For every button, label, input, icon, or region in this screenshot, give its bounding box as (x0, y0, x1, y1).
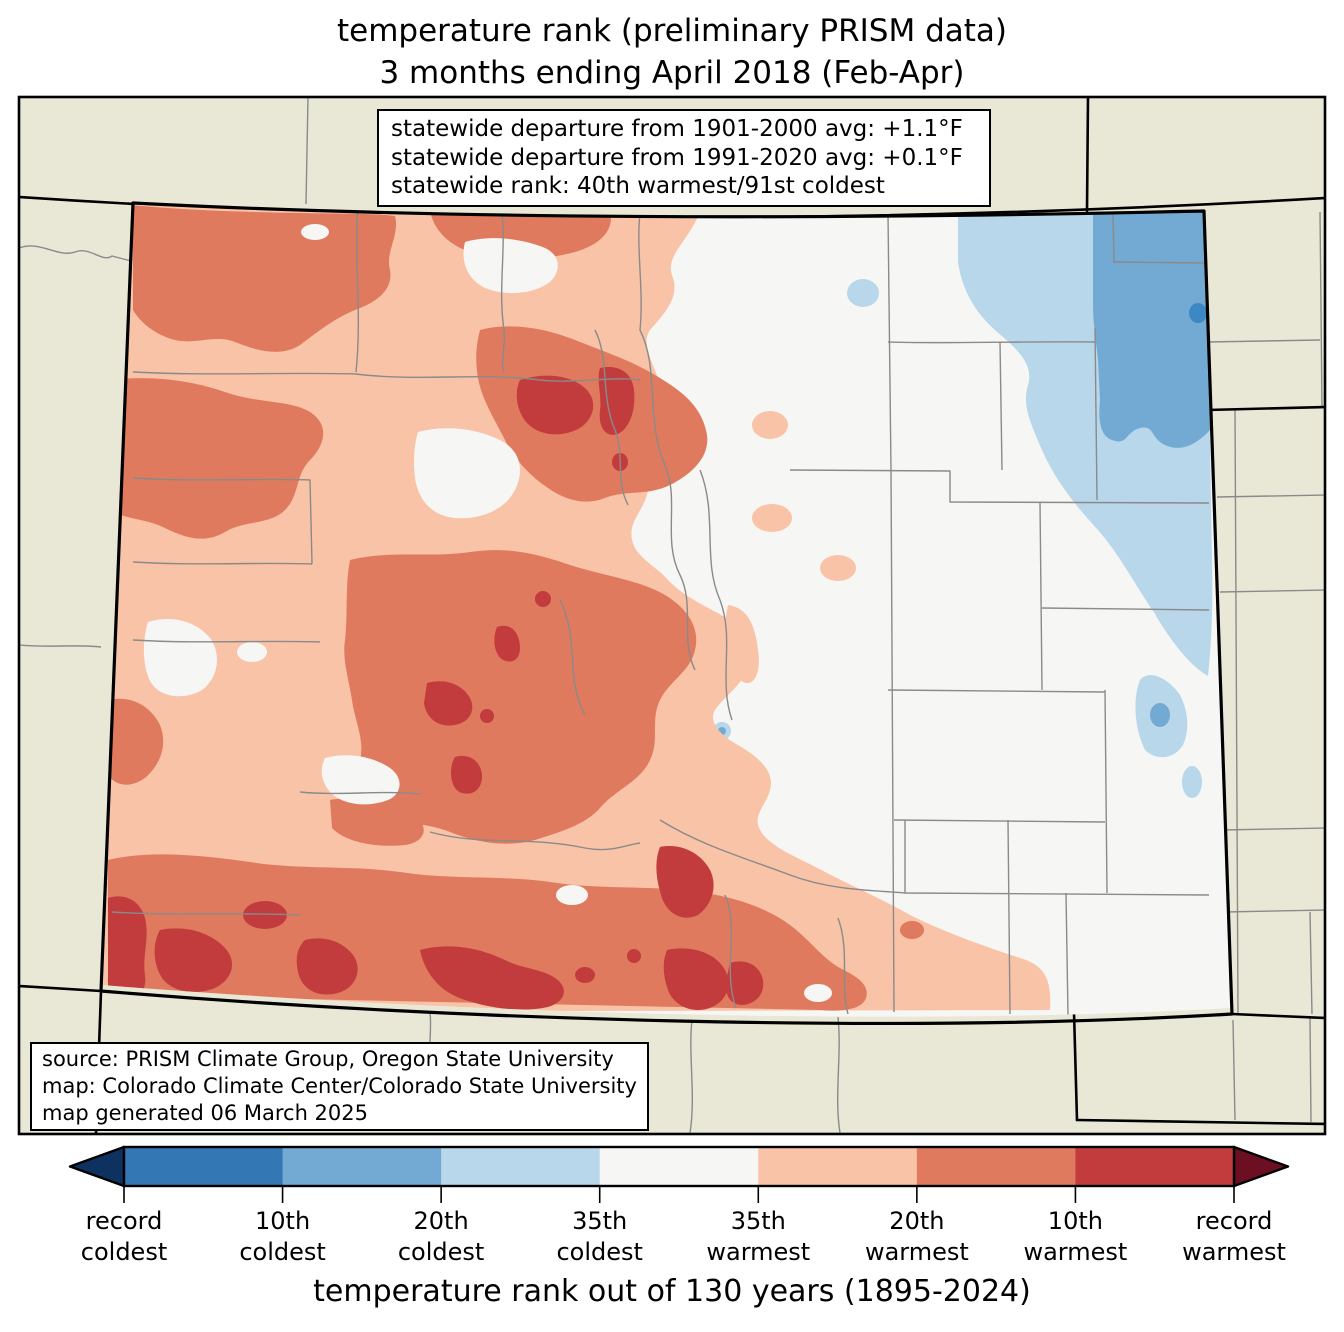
colorbar-segments (124, 1147, 1235, 1186)
tick-label-20th-coldest: 20th coldest (397, 1207, 485, 1266)
colorbar-right-arrow (1232, 1145, 1290, 1188)
source-credit-box: source: PRISM Climate Group, Oregon Stat… (30, 1042, 649, 1131)
tick-label-record-warmest: record warmest (1182, 1207, 1286, 1266)
colorbar-tick-labels: record coldest 10th coldest 20th coldest 35… (0, 1206, 1344, 1270)
map-frame (17, 95, 1327, 1136)
warm-region-strong (105, 205, 924, 1011)
stats-line-1: statewide departure from 1901-2000 avg: … (391, 116, 963, 142)
colorado-county-lines (111, 204, 1210, 1016)
page-title: temperature rank (preliminary PRISM data… (0, 10, 1344, 94)
tick-label-20th-warmest: 20th warmest (864, 1207, 969, 1266)
warmest-patches (108, 366, 764, 1010)
tick-label-10th-warmest: 10th warmest (1023, 1207, 1128, 1266)
tick-label-10th-coldest: 10th coldest (239, 1207, 326, 1266)
source-line-3: map generated 06 March 2025 (42, 1101, 369, 1125)
colorbar-caption: temperature rank out of 130 years (1895-… (313, 1274, 1031, 1309)
neighbor-county-lines (20, 98, 1324, 1133)
statewide-stats-box: statewide departure from 1901-2000 avg: … (377, 109, 991, 207)
colorbar-left-arrow (68, 1145, 126, 1188)
title-line-2: 3 months ending April 2018 (Feb-Apr) (379, 55, 965, 91)
colorbar-ticks (123, 1186, 1235, 1203)
source-line-2: map: Colorado Climate Center/Colorado St… (42, 1074, 637, 1098)
near-normal-holes (143, 224, 832, 1002)
stats-line-3: statewide rank: 40th warmest/91st coldes… (391, 173, 885, 199)
tick-label-35th-warmest: 35th warmest (706, 1207, 811, 1266)
stats-line-2: statewide departure from 1991-2020 avg: … (391, 144, 963, 171)
colorado-border (99, 201, 1234, 1025)
tick-label-35th-coldest: 35th coldest (556, 1207, 643, 1266)
cool-region-core (1093, 210, 1210, 448)
title-line-1: temperature rank (preliminary PRISM data… (336, 13, 1007, 49)
colorado-temperature-rank-fill (99, 201, 1234, 1025)
source-line-1: source: PRISM Climate Group, Oregon Stat… (42, 1047, 614, 1071)
colorbar (68, 1145, 1290, 1203)
coolest-spot (1189, 303, 1207, 323)
tick-label-record-coldest: record coldest (80, 1207, 168, 1266)
